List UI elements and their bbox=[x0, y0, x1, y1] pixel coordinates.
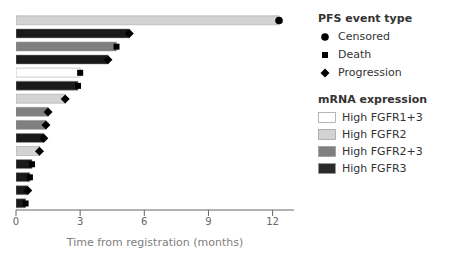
html-text:High FGFR3: High FGFR3 bbox=[342, 162, 407, 175]
html-text:Progression: Progression bbox=[338, 66, 402, 79]
svg-text:Time from registration (months: Time from registration (months) bbox=[66, 236, 244, 249]
html-text:High FGFR1+3: High FGFR1+3 bbox=[342, 111, 423, 124]
html-text:Death: Death bbox=[338, 48, 372, 61]
html-text:Censored: Censored bbox=[338, 30, 390, 43]
html-text:mRNA expression: mRNA expression bbox=[318, 93, 428, 106]
svg-text:9: 9 bbox=[205, 216, 211, 227]
svg-text:3: 3 bbox=[77, 216, 83, 227]
html-text:PFS event type: PFS event type bbox=[318, 12, 413, 25]
html-text:High FGFR2: High FGFR2 bbox=[342, 128, 407, 141]
html-text:High FGFR2+3: High FGFR2+3 bbox=[342, 145, 423, 158]
svg-text:12: 12 bbox=[266, 216, 279, 227]
svg-text:0: 0 bbox=[13, 216, 19, 227]
svg-text:6: 6 bbox=[141, 216, 147, 227]
